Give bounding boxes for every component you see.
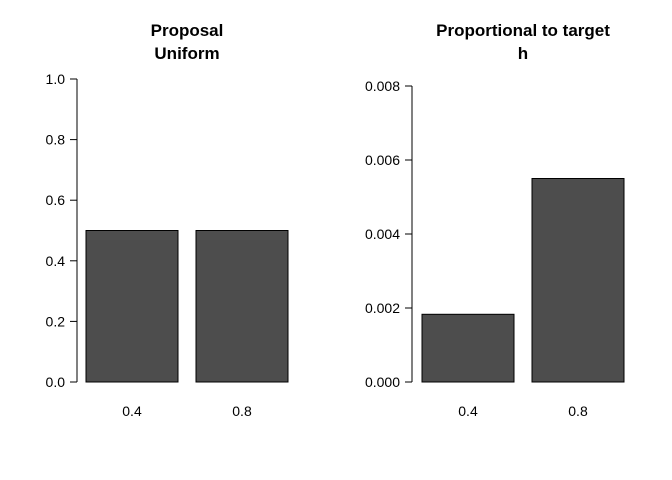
y-tick-label: 0.002 — [365, 300, 400, 316]
bar-0-8 — [195, 230, 289, 383]
panel-proportional-to-target: Proportional to target h 0.000 0.002 0.004 0.… — [365, 21, 625, 419]
y-tick-label: 0.004 — [365, 226, 400, 242]
y-tick-label: 0.4 — [46, 253, 66, 269]
chart-title-line: Uniform — [154, 44, 219, 63]
chart-title-line: Proposal — [151, 21, 224, 40]
bar-0-4 — [421, 313, 515, 383]
panel-proposal-uniform: Proposal Uniform 0.0 0.2 0.4 0.6 0.8 1.0 0.4 0.8 — [46, 21, 289, 419]
y-tick-label: 0.0 — [46, 374, 66, 390]
x-category-label: 0.8 — [568, 403, 588, 419]
chart-title-line: h — [518, 44, 528, 63]
x-category-label: 0.8 — [232, 403, 252, 419]
bar-0-8 — [531, 178, 625, 383]
y-tick-label: 0.008 — [365, 78, 400, 94]
chart-title-line: Proportional to target — [436, 21, 610, 40]
x-category-label: 0.4 — [458, 403, 478, 419]
y-tick-label: 0.006 — [365, 152, 400, 168]
y-tick-label: 0.2 — [46, 313, 66, 329]
y-tick-label: 0.6 — [46, 192, 66, 208]
y-tick-label: 1.0 — [46, 71, 66, 87]
x-category-label: 0.4 — [122, 403, 142, 419]
bar-0-4 — [85, 230, 179, 383]
y-tick-label: 0.000 — [365, 374, 400, 390]
y-tick-label: 0.8 — [46, 132, 66, 148]
